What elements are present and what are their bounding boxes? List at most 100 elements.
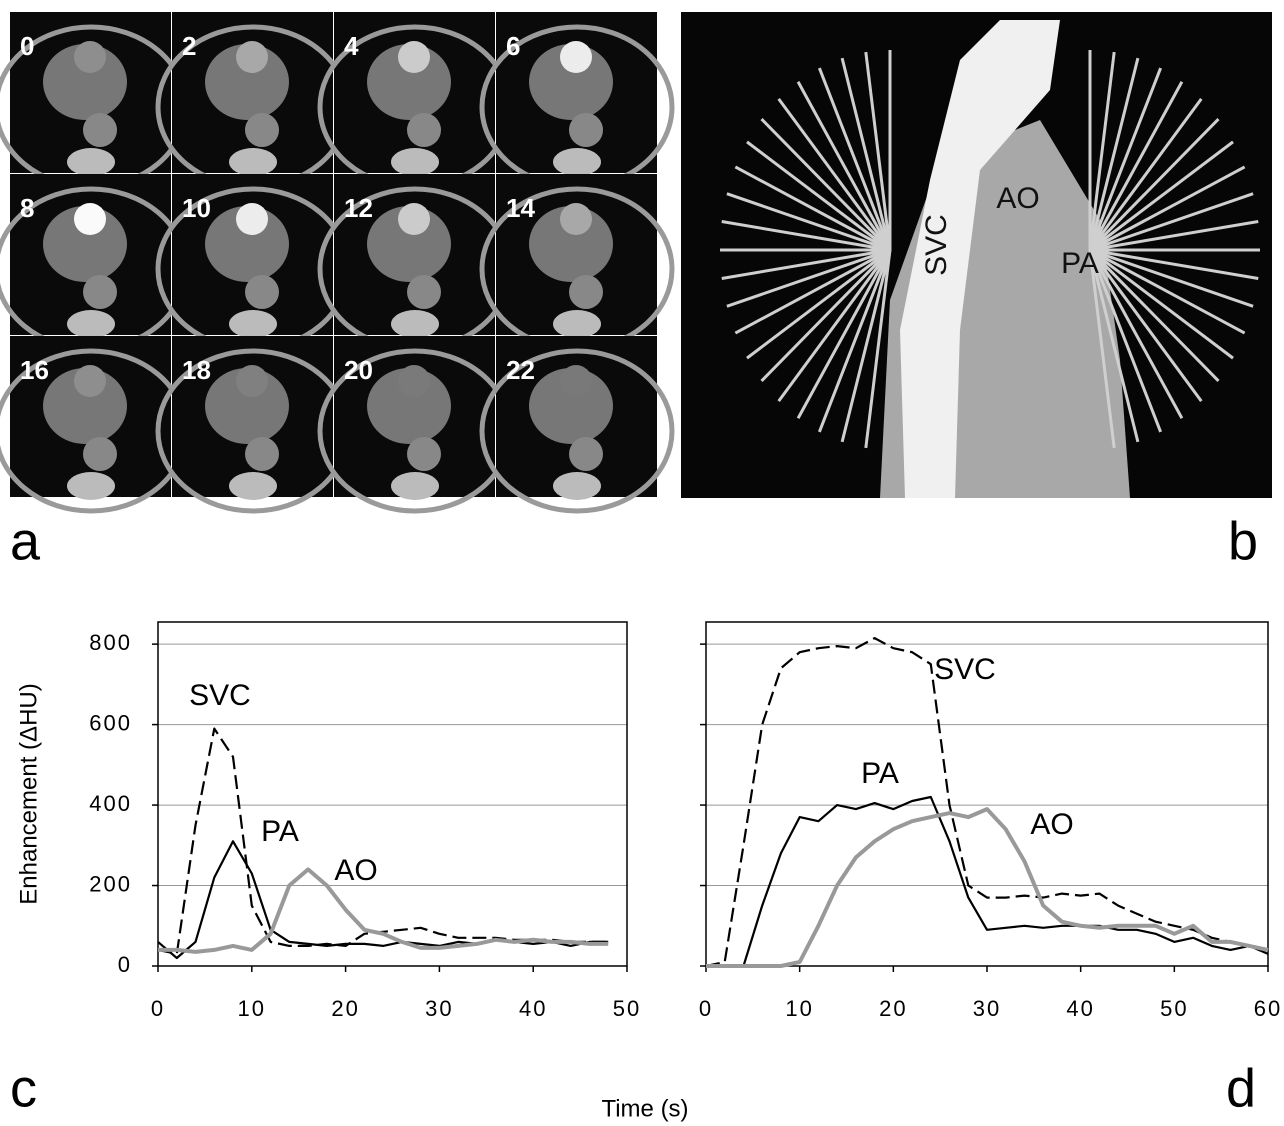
ct-vessel <box>398 365 430 397</box>
ct-aorta <box>83 275 117 309</box>
image-label: SVC <box>920 214 953 276</box>
ct-frame: 14 <box>479 174 675 352</box>
mip-vessel <box>864 51 892 251</box>
ct-aorta <box>407 437 441 471</box>
ct-body-outline <box>479 348 675 514</box>
mip-vessel <box>746 140 891 252</box>
mip-vessel <box>1088 81 1184 251</box>
mip-vessel <box>1089 140 1234 252</box>
ct-mediastinum <box>205 206 289 282</box>
ct-vessel <box>560 203 592 235</box>
ct-spine <box>229 472 277 500</box>
mip-vessel <box>817 249 892 433</box>
panel-letter: c <box>10 1058 37 1118</box>
ct-aorta <box>83 113 117 147</box>
x-tick-label: 20 <box>331 996 359 1021</box>
panel-letter: d <box>1226 1058 1256 1118</box>
ct-vessel <box>74 41 106 73</box>
panel-letter: b <box>1228 511 1258 571</box>
series-annotation: SVC <box>189 679 251 712</box>
mip-vessel <box>817 67 892 251</box>
mip-vessel <box>1088 249 1140 443</box>
frame-label: 18 <box>182 355 211 385</box>
image-label: AO <box>996 182 1039 215</box>
series-annotation: SVC <box>934 653 996 686</box>
ct-vessel <box>236 203 268 235</box>
mip-vessel <box>864 249 892 449</box>
ct-mediastinum <box>367 368 451 444</box>
ct-vessel <box>236 41 268 73</box>
mip-vessel <box>721 248 891 280</box>
ct-frame: 6 <box>479 12 675 190</box>
ct-spine <box>67 472 115 500</box>
mip-vessel <box>1088 117 1220 252</box>
y-tick-label: 0 <box>118 952 132 977</box>
series-annotation: PA <box>261 815 299 848</box>
x-tick-label: 30 <box>973 996 1001 1021</box>
ct-mediastinum <box>529 206 613 282</box>
x-tick-label: 10 <box>785 996 813 1021</box>
mip-vessel <box>760 248 892 383</box>
image-label: PA <box>1061 247 1099 280</box>
ct-mediastinum <box>205 368 289 444</box>
ct-spine <box>391 310 439 338</box>
mip-vessel <box>777 97 892 251</box>
mip-vessel <box>721 220 891 252</box>
x-axis-label: Time (s) <box>601 1095 688 1122</box>
mip-image <box>681 12 1272 498</box>
x-tick-label: 50 <box>1160 996 1188 1021</box>
frame-label: 0 <box>20 31 34 61</box>
frame-label: 20 <box>344 355 373 385</box>
mip-vessel <box>1088 57 1140 251</box>
ct-vessel <box>74 365 106 397</box>
mip-vessel <box>1088 67 1163 251</box>
ct-aorta <box>569 113 603 147</box>
ct-spine <box>229 148 277 176</box>
mip-vessel <box>1088 249 1184 419</box>
ct-frame: 18 <box>155 336 351 514</box>
x-tick-label: 60 <box>1254 996 1282 1021</box>
x-tick-label: 50 <box>613 996 641 1021</box>
ct-frame: 4 <box>317 12 513 190</box>
ct-aorta <box>407 113 441 147</box>
ct-mediastinum <box>43 368 127 444</box>
series-line <box>705 637 1269 968</box>
ct-aorta <box>245 113 279 147</box>
ct-mediastinum <box>529 44 613 120</box>
frame-label: 22 <box>506 355 535 385</box>
frame-label: 6 <box>506 31 520 61</box>
y-tick-label: 400 <box>89 791 132 816</box>
ct-mediastinum <box>43 206 127 282</box>
ct-vessel <box>560 365 592 397</box>
mip-vessel <box>840 249 892 443</box>
mip-vessel <box>1088 249 1116 449</box>
ct-mediastinum <box>367 206 451 282</box>
mip-vessel <box>777 249 892 403</box>
ct-aorta <box>245 275 279 309</box>
mip-vessel <box>734 165 891 252</box>
series-annotation: PA <box>861 757 899 790</box>
mip-vessel <box>1089 165 1246 252</box>
mip-vessel <box>1089 248 1246 335</box>
ct-mediastinum <box>367 44 451 120</box>
series-line <box>706 795 1269 968</box>
x-tick-label: 0 <box>699 996 713 1021</box>
frame-label: 2 <box>182 31 196 61</box>
series-line <box>158 867 609 954</box>
mip-vessel <box>746 248 891 360</box>
ct-frame: 0 <box>0 12 189 190</box>
mip-vessel <box>1088 248 1220 383</box>
ct-spine <box>553 148 601 176</box>
mip-vessel <box>1088 51 1116 251</box>
ct-vessel <box>398 41 430 73</box>
mip-vessel <box>840 57 892 251</box>
mip-svc <box>900 20 1060 498</box>
x-tick-label: 30 <box>425 996 453 1021</box>
panel-letter: a <box>10 511 41 571</box>
ct-spine <box>553 310 601 338</box>
y-tick-label: 600 <box>89 710 132 735</box>
ct-vessel <box>560 41 592 73</box>
ct-mediastinum <box>205 44 289 120</box>
mip-vessel <box>726 248 891 308</box>
